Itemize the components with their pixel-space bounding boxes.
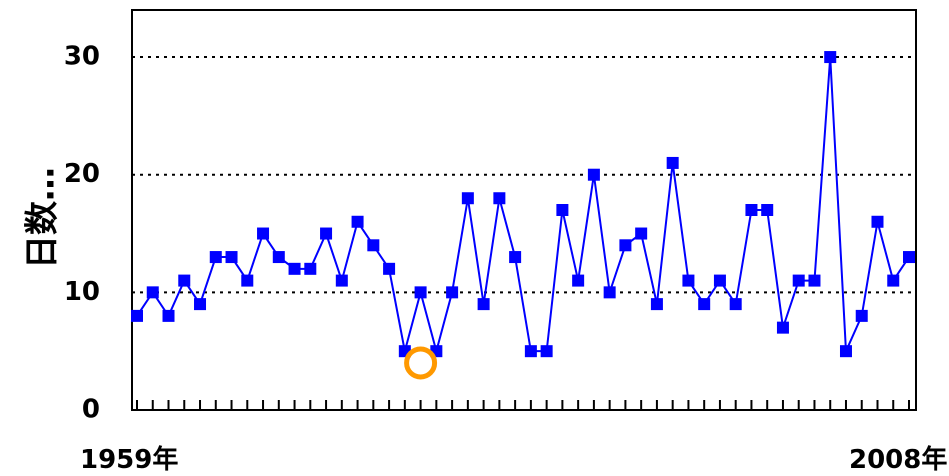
x-start-label: 1959年 xyxy=(80,444,178,475)
data-point xyxy=(178,274,191,287)
y-tick-label: 0 xyxy=(82,395,100,425)
data-point xyxy=(682,274,695,287)
data-point xyxy=(509,251,522,264)
data-point xyxy=(556,204,569,216)
data-point xyxy=(351,215,364,228)
data-point xyxy=(383,262,396,275)
data-point xyxy=(241,274,254,287)
data-point xyxy=(635,227,648,240)
data-point xyxy=(666,156,679,169)
data-point xyxy=(209,251,222,264)
data-point xyxy=(839,345,852,358)
data-point xyxy=(493,192,506,205)
data-point xyxy=(477,298,490,311)
data-point xyxy=(776,321,789,334)
data-point xyxy=(257,227,270,240)
x-end-label: 2008年 xyxy=(849,444,947,475)
data-point xyxy=(824,51,837,64)
data-point xyxy=(461,192,474,205)
data-point xyxy=(808,274,821,287)
plot-frame xyxy=(131,9,917,411)
data-point xyxy=(446,286,459,299)
y-tick-label: 20 xyxy=(64,159,100,189)
data-point xyxy=(414,286,427,299)
data-point xyxy=(792,274,805,287)
highlight-group xyxy=(404,346,438,380)
data-point xyxy=(713,274,726,287)
x-ticks xyxy=(136,400,910,410)
y-tick-label: 30 xyxy=(64,42,100,72)
axes xyxy=(131,9,917,411)
data-point xyxy=(603,286,616,299)
data-point xyxy=(320,227,333,240)
highlight-circle xyxy=(404,346,438,380)
data-point xyxy=(887,274,900,287)
y-tick-label: 10 xyxy=(64,277,100,307)
data-point xyxy=(855,309,868,322)
data-point xyxy=(745,204,758,216)
data-point xyxy=(572,274,585,287)
series-line xyxy=(136,56,910,356)
data-point xyxy=(367,239,380,252)
data-point xyxy=(524,345,537,358)
data-point xyxy=(729,298,742,311)
gridlines xyxy=(132,56,916,294)
data-point xyxy=(903,251,915,264)
data-point xyxy=(871,215,884,228)
data-point xyxy=(540,345,553,358)
y-axis-title: 日数… xyxy=(23,167,63,269)
data-point xyxy=(619,239,632,252)
data-point xyxy=(761,204,774,216)
data-point xyxy=(587,168,600,181)
data-point xyxy=(131,309,143,322)
data-point xyxy=(698,298,711,311)
data-point xyxy=(335,274,348,287)
data-point xyxy=(650,298,663,311)
data-point xyxy=(162,309,175,322)
data-point xyxy=(304,262,317,275)
y-tick-labels: 0 10 20 30 xyxy=(64,42,100,425)
series-group xyxy=(131,51,915,358)
data-point xyxy=(146,286,159,299)
data-point xyxy=(288,262,301,275)
data-point xyxy=(194,298,207,311)
data-point xyxy=(272,251,285,264)
data-point xyxy=(225,251,238,264)
